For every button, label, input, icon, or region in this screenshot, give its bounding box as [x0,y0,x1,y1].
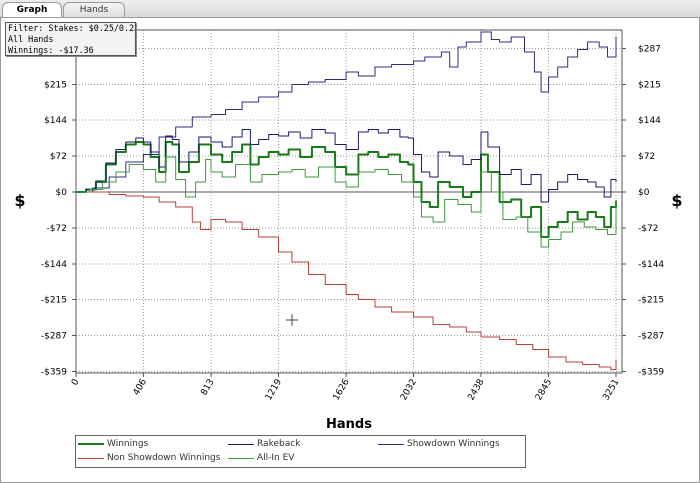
y-tick-label-left: -$287 [41,332,67,342]
legend-swatch-non-showdown-winnings [78,458,104,459]
filter-summary: Filter: Stakes: $0.25/0.25 PL All Hands … [5,22,136,56]
y-tick-label-left: -$359 [41,368,67,378]
y-tick-label-right: $287 [638,45,661,55]
legend-item-non-showdown-winnings[interactable]: Non Showdown Winnings [76,452,226,465]
plot-area-border [75,29,623,374]
series-line-non-showdown-winnings [76,191,617,370]
legend-label: Rakeback [257,439,301,449]
x-tick-label: 2845 [534,378,554,403]
y-axis-label-left: $ [14,191,25,210]
y-tick-label-left: $72 [50,152,67,162]
axis-tick-labels: $287$287$215$215$144$144$72$72$0$0-$72-$… [41,45,665,403]
crosshair-icon [286,314,298,326]
x-axis-label: Hands [326,417,372,432]
series-line-all-in-ev [76,156,617,248]
series-line-showdown-winnings [76,31,617,193]
x-tick-label: 1219 [264,377,284,402]
y-tick-label-right: -$215 [638,296,664,306]
legend-item-winnings[interactable]: Winnings [76,438,226,451]
x-tick-label: 3251 [601,378,621,403]
grid-lines [72,30,626,377]
legend-label: Winnings [107,439,149,449]
x-tick-label: 1626 [332,377,352,402]
series-lines [76,31,617,370]
legend-swatch-rakeback [228,444,254,445]
legend-swatch-winnings [78,443,104,445]
y-tick-label-left: -$215 [41,296,67,306]
y-axis-label-right: $ [671,191,682,210]
tab-graph[interactable]: Graph [2,2,62,17]
legend-item-all-in-ev[interactable]: All-In EV [226,452,376,465]
legend-label: Showdown Winnings [407,439,500,449]
y-tick-label-left: -$72 [47,224,67,234]
y-tick-label-right: $144 [638,116,661,126]
y-tick-label-left: $144 [44,116,67,126]
y-tick-label-right: $72 [638,152,655,162]
filter-hands-text: All Hands [8,34,54,44]
y-tick-label-left: $215 [44,81,67,91]
y-tick-label-left: $0 [56,188,68,198]
x-tick-label: 2032 [399,378,419,403]
legend-swatch-showdown-winnings [378,444,404,445]
tab-hands[interactable]: Hands [63,2,125,17]
legend-label: Non Showdown Winnings [107,453,221,463]
legend-item-rakeback[interactable]: Rakeback [226,438,376,451]
y-tick-label-right: -$144 [638,260,664,270]
filter-winnings-text: Winnings: -$17.36 [8,45,94,55]
x-tick-label: 2438 [466,377,486,402]
legend-item-showdown-winnings[interactable]: Showdown Winnings [376,438,524,451]
filter-stakes-text: Filter: Stakes: $0.25/0.25 PL [8,23,136,33]
x-tick-label: 813 [199,378,216,398]
chart-legend: Winnings Rakeback Showdown Winnings Non … [75,435,526,468]
x-tick-label: 406 [132,377,149,397]
legend-swatch-all-in-ev [228,458,254,459]
y-tick-label-left: -$144 [41,260,67,270]
legend-label: All-In EV [257,453,295,463]
y-tick-label-right: -$359 [638,368,664,378]
y-tick-label-right: $215 [638,81,661,91]
y-tick-label-right: -$72 [638,224,658,234]
y-tick-label-right: $0 [638,188,650,198]
x-tick-label: 0 [70,377,82,387]
graph-chart[interactable]: $287$287$215$215$144$144$72$72$0$0-$72-$… [0,18,700,435]
y-tick-label-right: -$287 [638,332,664,342]
tab-strip: Graph Hands [0,0,700,18]
